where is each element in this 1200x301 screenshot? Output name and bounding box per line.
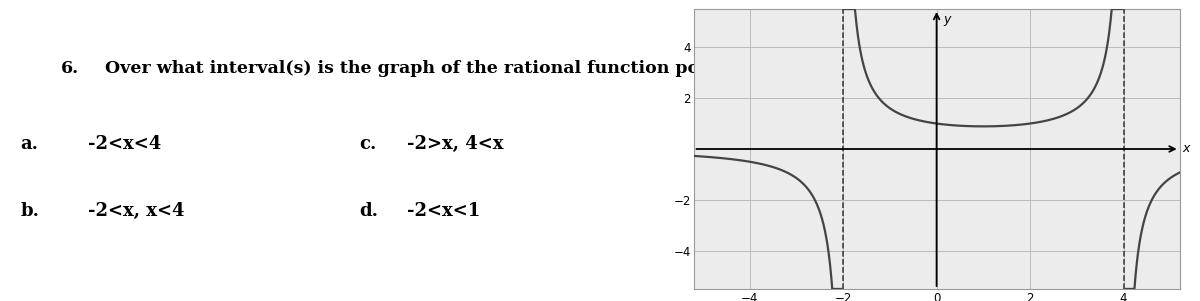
- Text: -2<x<4: -2<x<4: [88, 135, 161, 154]
- Text: y: y: [943, 13, 950, 26]
- Text: -2>x, 4<x: -2>x, 4<x: [407, 135, 503, 154]
- Text: -2<x, x<4: -2<x, x<4: [88, 202, 185, 220]
- Text: 6.: 6.: [61, 60, 79, 77]
- Text: -2<x<1: -2<x<1: [407, 202, 480, 220]
- Text: d.: d.: [359, 202, 378, 220]
- Text: x: x: [1182, 142, 1189, 156]
- Text: a.: a.: [20, 135, 38, 154]
- Text: b.: b.: [20, 202, 40, 220]
- Text: Over what interval(s) is the graph of the rational function positive?: Over what interval(s) is the graph of th…: [106, 60, 762, 77]
- Text: c.: c.: [359, 135, 377, 154]
